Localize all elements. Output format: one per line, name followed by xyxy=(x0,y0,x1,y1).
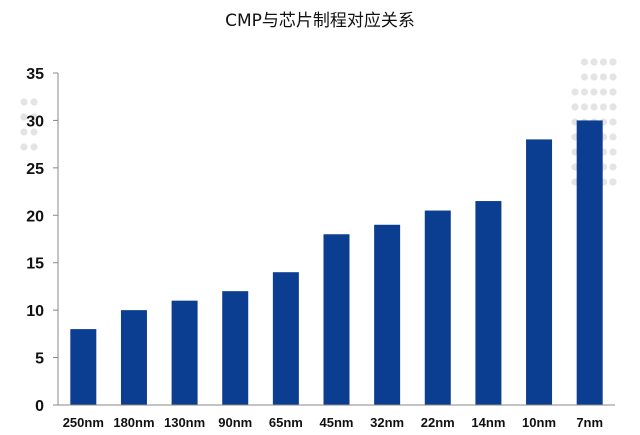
y-tick-label: 20 xyxy=(26,208,44,225)
bar-250nm xyxy=(70,329,97,405)
decorative-dot xyxy=(30,113,38,121)
decorative-dot xyxy=(609,163,617,171)
bar-180nm xyxy=(120,310,147,405)
decorative-dot xyxy=(590,73,598,81)
bar-10nm xyxy=(526,139,553,405)
y-tick-label: 30 xyxy=(26,113,44,130)
x-tick-label: 22nm xyxy=(421,415,455,430)
bar-65nm xyxy=(272,272,299,405)
decorative-dot xyxy=(599,103,608,111)
decorative-dot xyxy=(609,118,617,126)
axes-group xyxy=(57,73,615,406)
decorative-dot xyxy=(20,113,28,121)
decorative-dot xyxy=(590,103,598,111)
decorative-dot xyxy=(609,73,617,81)
bar-45nm xyxy=(323,234,350,405)
x-axis-ticks: 250nm 180nm 130nm 90nm 65nm 45nm 32nm 22nm 14nm 1… xyxy=(63,415,603,430)
decorative-dot xyxy=(609,133,617,141)
decorative-dot xyxy=(571,88,579,96)
bars-group xyxy=(70,120,603,405)
decorative-dot xyxy=(20,128,28,136)
bar-22nm xyxy=(424,210,451,405)
y-axis-ticks: 0 5 10 15 20 25 30 35 xyxy=(26,66,58,415)
y-tick-label: 0 xyxy=(35,398,44,415)
decorative-dot xyxy=(580,88,589,96)
decorative-dot xyxy=(590,58,598,66)
decorative-dot xyxy=(590,88,598,96)
decorative-dot xyxy=(30,143,38,151)
x-tick-label: 7nm xyxy=(576,415,603,430)
decorative-dot xyxy=(20,143,28,151)
decorative-dot xyxy=(30,98,38,106)
x-tick-label: 90nm xyxy=(218,415,252,430)
x-tick-label: 45nm xyxy=(320,415,354,430)
decorative-dot xyxy=(30,128,38,136)
x-tick-label: 65nm xyxy=(269,415,303,430)
bar-32nm xyxy=(374,224,401,405)
x-tick-label: 14nm xyxy=(471,415,505,430)
y-tick-label: 5 xyxy=(35,351,44,368)
decorative-dot xyxy=(609,103,617,111)
bar-130nm xyxy=(171,300,198,405)
decorative-dot xyxy=(599,73,608,81)
y-tick-label: 35 xyxy=(26,66,44,83)
y-tick-label: 10 xyxy=(26,303,44,320)
x-tick-label: 32nm xyxy=(370,415,404,430)
decorative-dot xyxy=(609,148,617,156)
bar-7nm xyxy=(576,120,603,405)
x-tick-label: 130nm xyxy=(164,415,205,430)
decorative-dot xyxy=(580,58,589,66)
decorative-dot xyxy=(580,73,589,81)
decorative-dot xyxy=(599,88,608,96)
decorative-dot xyxy=(20,98,28,106)
bar-14nm xyxy=(475,201,502,405)
bar-90nm xyxy=(222,291,249,405)
decorative-dot xyxy=(571,103,579,111)
decorative-dot xyxy=(599,58,608,66)
chart-title: CMP与芯片制程对应关系 xyxy=(225,11,415,31)
decorative-dot xyxy=(580,103,589,111)
decorative-dot xyxy=(609,178,617,186)
y-tick-label: 25 xyxy=(26,161,44,178)
x-tick-label: 250nm xyxy=(63,415,104,430)
x-tick-label: 10nm xyxy=(522,415,556,430)
decorative-dot xyxy=(609,58,617,66)
decorative-dot xyxy=(609,88,617,96)
x-tick-label: 180nm xyxy=(113,415,154,430)
y-tick-label: 15 xyxy=(26,256,44,273)
